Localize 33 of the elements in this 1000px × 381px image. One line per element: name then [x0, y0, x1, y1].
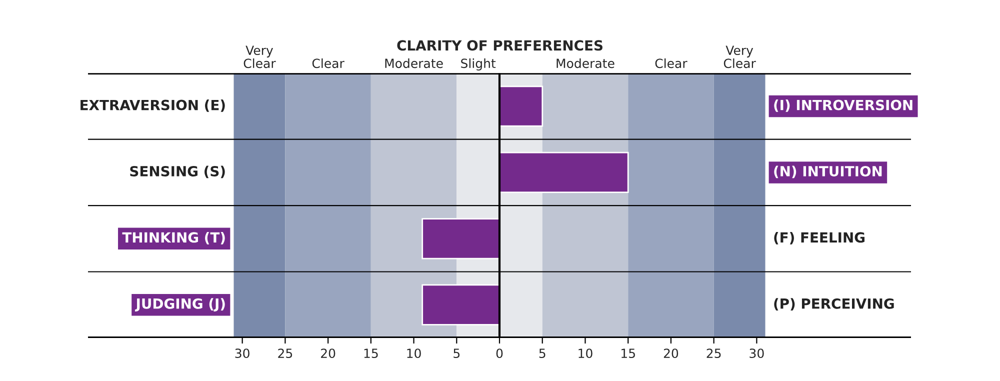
band-label: Clear: [655, 58, 688, 68]
x-tick-label: 5: [454, 348, 460, 358]
x-tick-label: 5: [539, 348, 546, 358]
y-tick-label: SENSING (S): [130, 166, 225, 178]
y-tick-label: JUDGING (J): [134, 298, 225, 312]
bar: [422, 218, 500, 260]
bar: [498, 86, 544, 127]
y2-tick-label: (I) INTROVERSION: [774, 100, 912, 112]
x-tick-label: 25: [278, 348, 292, 358]
y2-tick-label: (N) INTUITION: [774, 166, 882, 178]
y2-tick-label: (P) PERCEIVING: [774, 298, 894, 311]
x-tick-label: 30: [750, 348, 764, 358]
x-tick-label: 25: [706, 348, 721, 358]
band-label: Very Clear: [244, 46, 276, 68]
x-tick-label: 15: [364, 348, 378, 358]
x-tick-label: 20: [321, 348, 336, 358]
x-tick-label: 10: [578, 348, 592, 358]
bar: [498, 152, 629, 194]
band-label: Moderate: [556, 58, 614, 68]
band-label: Slight: [461, 58, 496, 71]
chart-title: CLARITY OF PREFERENCES: [397, 40, 602, 51]
band-label: Clear: [312, 58, 344, 68]
y2-tick-label: (F) FEELING: [774, 232, 864, 244]
x-tick-label: 30: [235, 348, 250, 358]
bar: [422, 284, 500, 326]
x-tick-label: 20: [664, 348, 678, 358]
x-tick-label: 0: [496, 348, 503, 358]
x-tick-label: 15: [622, 348, 635, 358]
x-tick-label: 10: [407, 348, 421, 358]
y-tick-label: EXTRAVERSION (E): [80, 100, 225, 112]
y-tick-label: THINKING (T): [122, 232, 225, 244]
band-label: Moderate: [385, 58, 443, 68]
band-label: Very Clear: [724, 46, 756, 68]
